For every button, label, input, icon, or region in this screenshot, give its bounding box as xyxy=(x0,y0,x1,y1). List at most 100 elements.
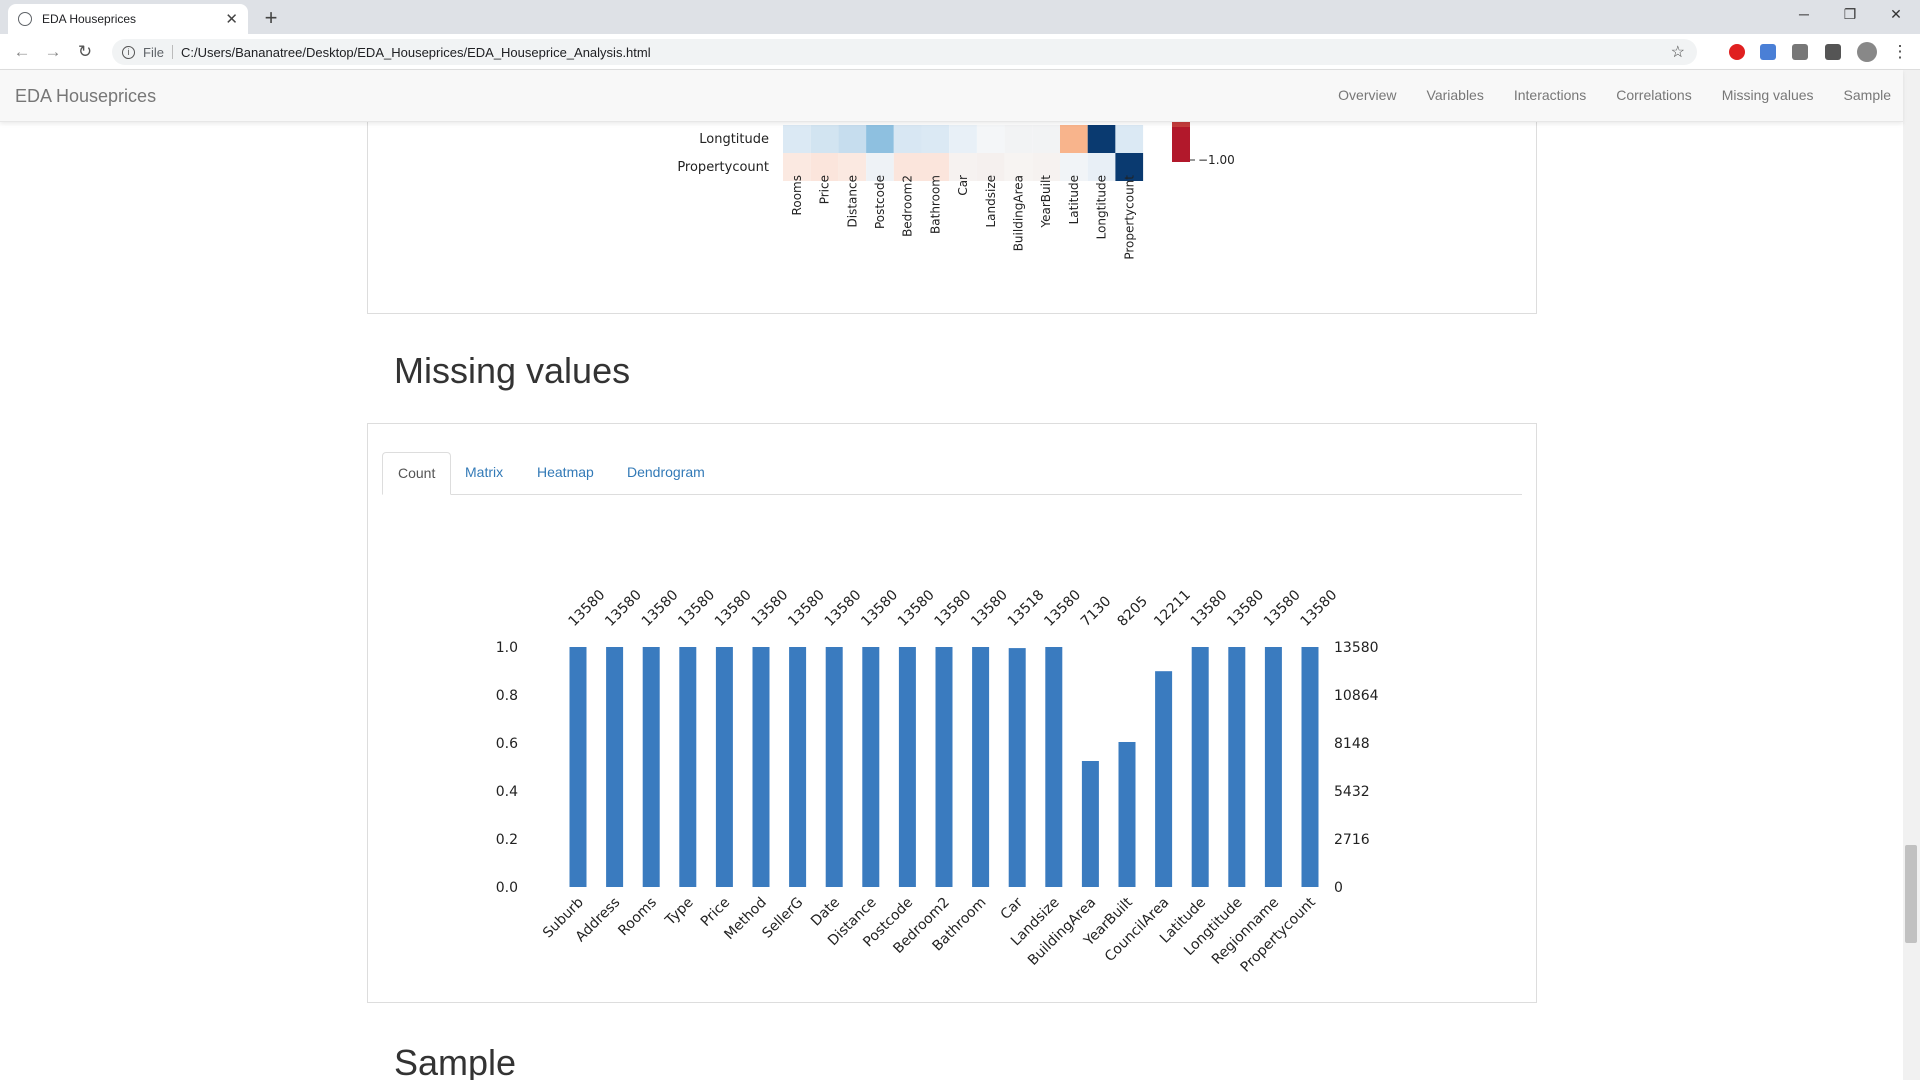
bar-landsize xyxy=(1045,647,1063,887)
address-bar[interactable]: i File C:/Users/Bananatree/Desktop/EDA_H… xyxy=(112,39,1697,65)
bar-value-label: 13580 xyxy=(895,587,938,630)
eyedropper-extension-icon[interactable] xyxy=(1792,44,1808,60)
heatmap-cell xyxy=(949,153,977,181)
tab-heatmap[interactable]: Heatmap xyxy=(537,464,594,480)
bar-value-label: 13580 xyxy=(639,587,682,630)
close-tab-icon[interactable]: ✕ xyxy=(225,11,238,28)
tab-title: EDA Houseprices xyxy=(42,12,137,26)
profile-avatar[interactable] xyxy=(1857,42,1877,62)
url-scheme: File xyxy=(143,44,164,60)
heatmap-cell xyxy=(1032,153,1060,181)
sample-heading: Sample xyxy=(394,1042,517,1080)
colorbar-segment xyxy=(1172,122,1190,127)
translate-extension-icon[interactable] xyxy=(1760,44,1776,60)
bar-value-label: 13580 xyxy=(968,587,1011,630)
browser-tab-strip: EDA Houseprices ✕ + ─ ❐ ✕ xyxy=(0,0,1920,34)
heatmap-cell xyxy=(1004,153,1033,181)
reload-icon[interactable]: ↻ xyxy=(77,42,93,61)
category-label: Car xyxy=(998,894,1027,923)
page-scrollbar-thumb[interactable] xyxy=(1905,845,1917,943)
heatmap-cell xyxy=(783,125,811,153)
brand-title[interactable]: EDA Houseprices xyxy=(15,86,157,106)
heatmap-cell xyxy=(893,153,922,181)
new-tab-icon[interactable]: + xyxy=(264,5,278,30)
heatmap-cell xyxy=(921,125,950,153)
heatmap-cell xyxy=(866,125,894,153)
bar-sellerg xyxy=(789,647,807,887)
missing-values-tabs: Count Matrix Heatmap Dendrogram xyxy=(382,452,1522,495)
correlation-heatmap: Longtitude Propertycount Rooms Price Distanc… xyxy=(677,122,1235,260)
nav-link-interactions[interactable]: Interactions xyxy=(1513,87,1587,103)
bar-value-label: 13580 xyxy=(602,587,645,630)
bar-value-label: 13580 xyxy=(566,587,609,630)
opera-extension-icon[interactable] xyxy=(1729,44,1745,60)
heatmap-cell xyxy=(1060,125,1088,153)
info-icon[interactable]: i xyxy=(122,45,135,59)
tab-count[interactable]: Count xyxy=(382,452,452,495)
bar-bathroom xyxy=(972,647,990,887)
y-tick-label-right: 2716 xyxy=(1334,832,1370,848)
heatmap-cell xyxy=(810,125,839,153)
bar-value-label: 13580 xyxy=(1041,587,1084,630)
heatmap-cell xyxy=(976,125,1005,153)
nav-link-variables[interactable]: Variables xyxy=(1426,87,1484,103)
heatmap-col-label: Postcode xyxy=(873,175,887,229)
forward-icon[interactable]: → xyxy=(44,42,62,61)
heatmap-col-label: Bathroom xyxy=(928,175,942,234)
minimize-icon[interactable]: ─ xyxy=(1799,6,1809,22)
back-icon[interactable]: ← xyxy=(13,42,31,61)
bookmark-star-icon[interactable]: ☆ xyxy=(1670,44,1685,61)
bar-value-label: 13580 xyxy=(932,587,975,630)
nav-links: Overview Variables Interactions Correlat… xyxy=(1308,87,1891,103)
colorbar-tick-label: −0.75 xyxy=(1198,122,1235,123)
y-tick-label-right: 13580 xyxy=(1334,640,1379,656)
correlation-panel: Longtitude Propertycount Rooms Price Distanc… xyxy=(367,122,1537,314)
heatmap-col-label: YearBuilt xyxy=(1039,175,1053,229)
y-tick-label-right: 0 xyxy=(1334,880,1343,896)
heatmap-col-label: Price xyxy=(818,175,832,204)
bar-car xyxy=(1008,648,1026,887)
bar-propertycount xyxy=(1301,647,1319,887)
heatmap-col-label: Longtitude xyxy=(1095,175,1109,239)
bar-regionname xyxy=(1264,647,1282,887)
bar-value-label: 13580 xyxy=(785,587,828,630)
heatmap-row-label: Propertycount xyxy=(677,160,769,175)
nav-link-missing-values[interactable]: Missing values xyxy=(1721,87,1814,103)
restore-icon[interactable]: ❐ xyxy=(1843,6,1857,22)
bar-type xyxy=(679,647,697,887)
heatmap-cell xyxy=(1115,125,1144,153)
heatmap-cell xyxy=(1115,153,1144,181)
missing-values-panel: Count Matrix Heatmap Dendrogram 13580 Sub… xyxy=(367,423,1537,1003)
page-scrollbar[interactable] xyxy=(1903,70,1920,1080)
nav-link-sample[interactable]: Sample xyxy=(1843,87,1891,103)
tab-dendrogram[interactable]: Dendrogram xyxy=(627,464,705,480)
menu-kebab-icon[interactable]: ⋮ xyxy=(1891,42,1909,61)
report-navbar: EDA Houseprices Overview Variables Inter… xyxy=(0,70,1903,122)
extensions-puzzle-icon[interactable] xyxy=(1825,44,1841,60)
bar-price xyxy=(715,647,733,887)
colorbar-segment xyxy=(1172,122,1190,162)
nav-link-correlations[interactable]: Correlations xyxy=(1616,87,1692,103)
colorbar-tick-label: −1.00 xyxy=(1198,153,1235,167)
bar-buildingarea xyxy=(1081,760,1099,887)
y-tick-label-left: 0.8 xyxy=(496,688,518,704)
heatmap-cell xyxy=(1087,153,1116,181)
heatmap-cell xyxy=(1060,153,1088,181)
globe-icon xyxy=(18,12,32,26)
close-window-icon[interactable]: ✕ xyxy=(1890,6,1902,22)
y-tick-label-right: 5432 xyxy=(1334,784,1370,800)
missing-count-chart: 13580Suburb13580Address13580Rooms13580Ty… xyxy=(496,587,1379,976)
bar-longtitude xyxy=(1228,647,1246,887)
tab-matrix[interactable]: Matrix xyxy=(465,464,504,480)
nav-link-overview[interactable]: Overview xyxy=(1338,87,1397,103)
heatmap-col-label: Distance xyxy=(845,175,859,227)
bar-distance xyxy=(862,647,880,887)
bar-postcode xyxy=(898,647,916,887)
y-tick-label-left: 0.4 xyxy=(496,784,518,800)
bar-value-label: 13580 xyxy=(712,587,755,630)
browser-tab[interactable]: EDA Houseprices ✕ xyxy=(8,4,248,34)
heatmap-col-label: Latitude xyxy=(1067,175,1081,224)
category-label: Rooms xyxy=(615,895,660,940)
bar-value-label: 13580 xyxy=(675,587,718,630)
heatmap-cell xyxy=(838,125,867,153)
